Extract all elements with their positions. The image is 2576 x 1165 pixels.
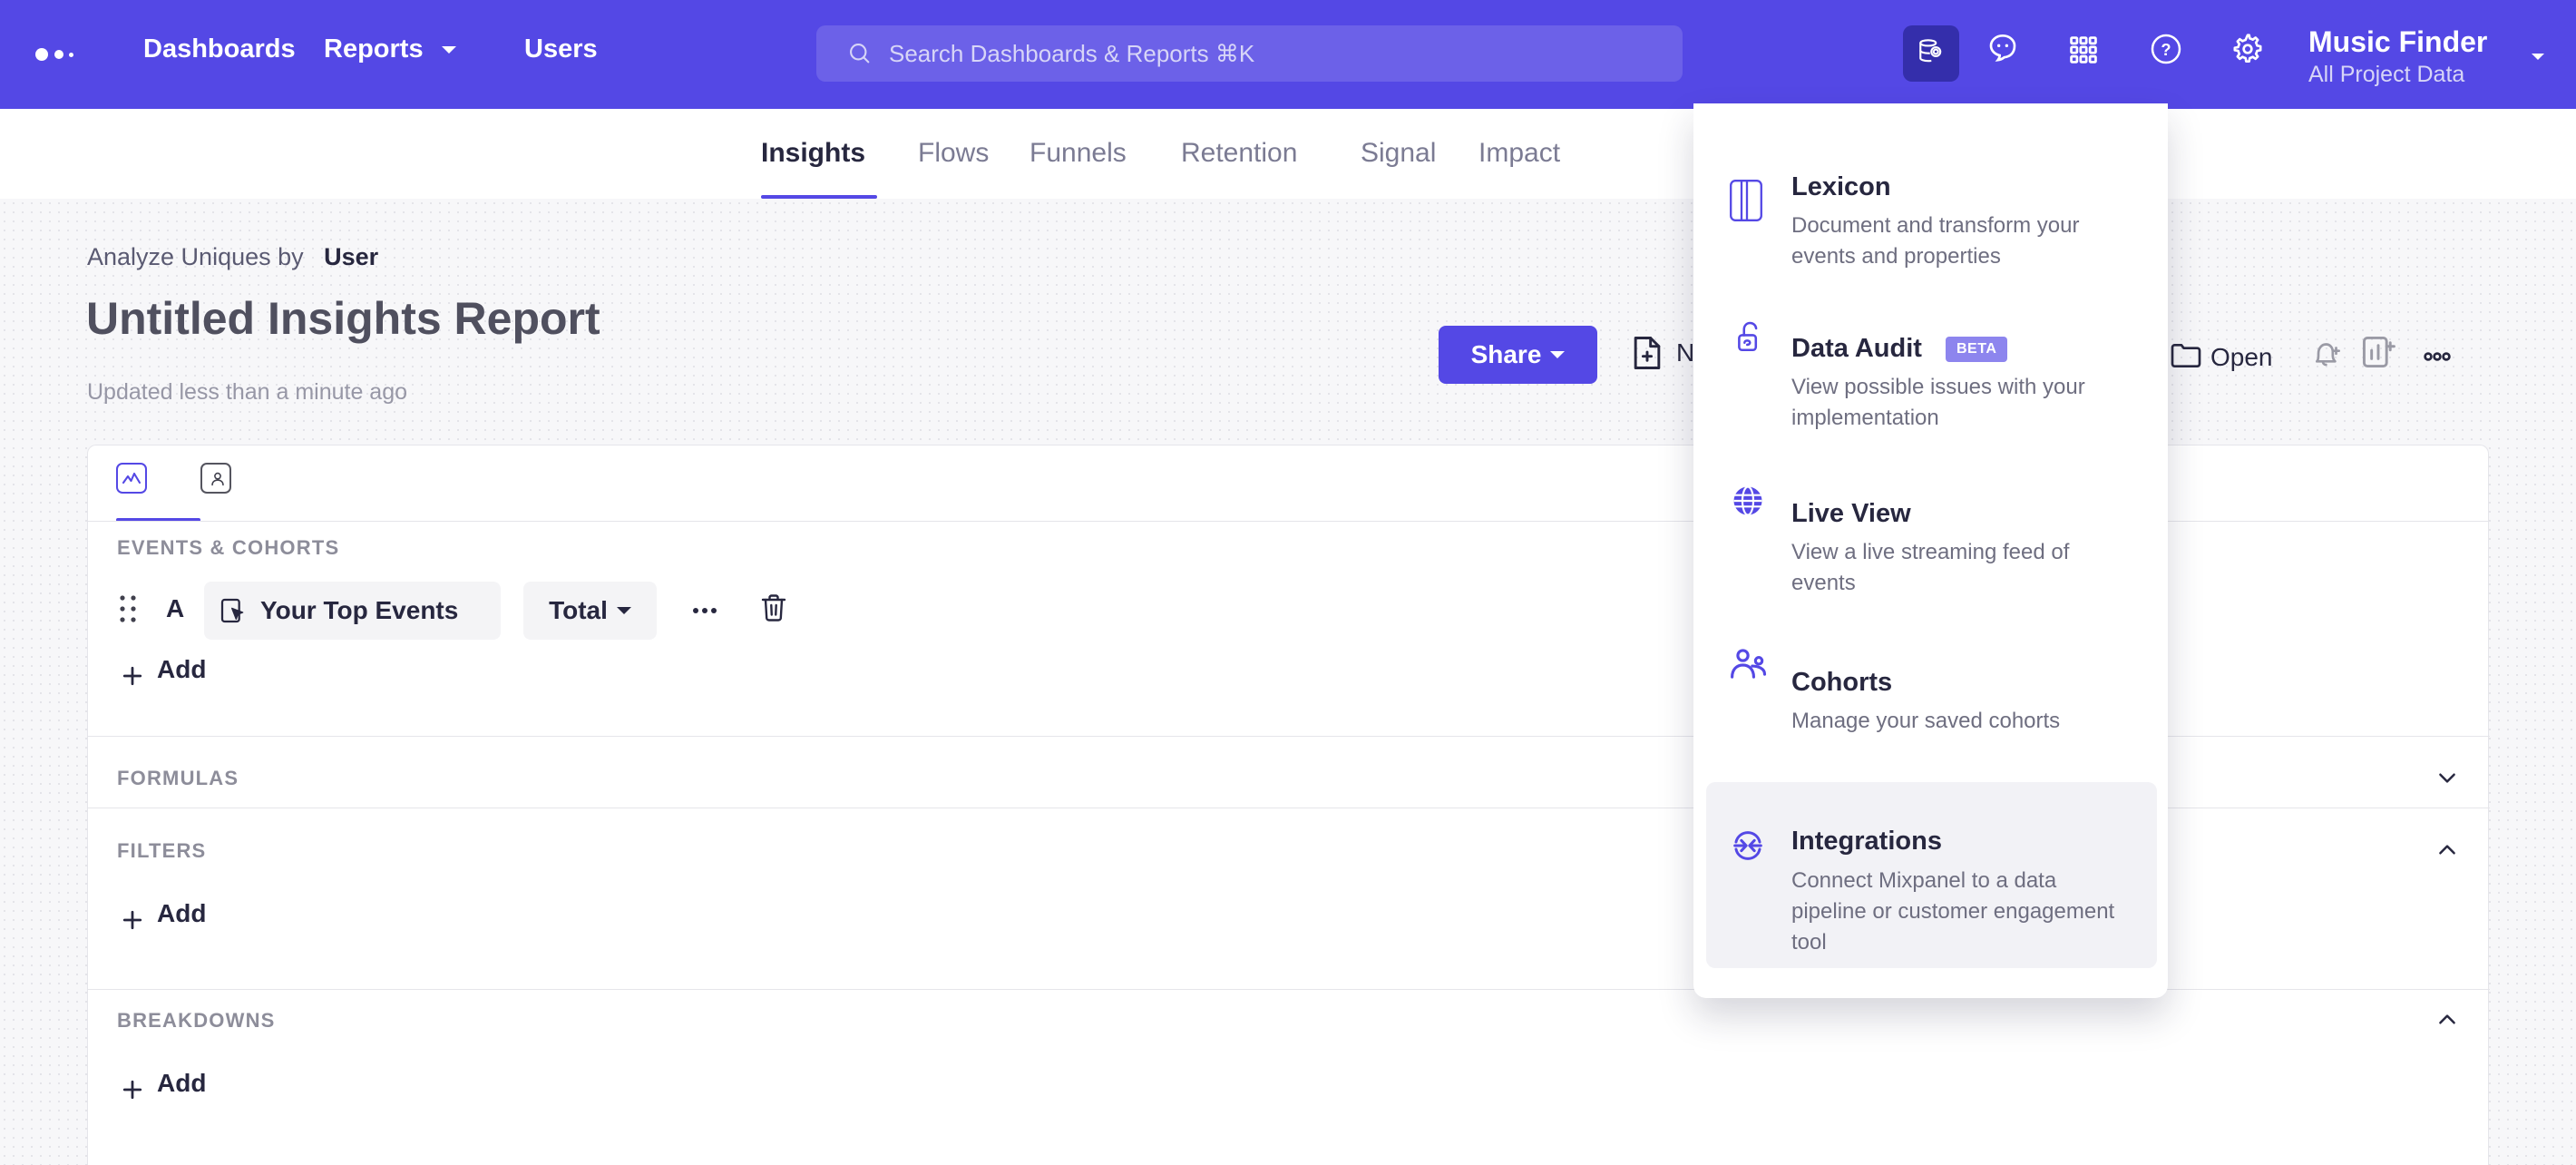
svg-text:?: ?	[2161, 40, 2171, 59]
